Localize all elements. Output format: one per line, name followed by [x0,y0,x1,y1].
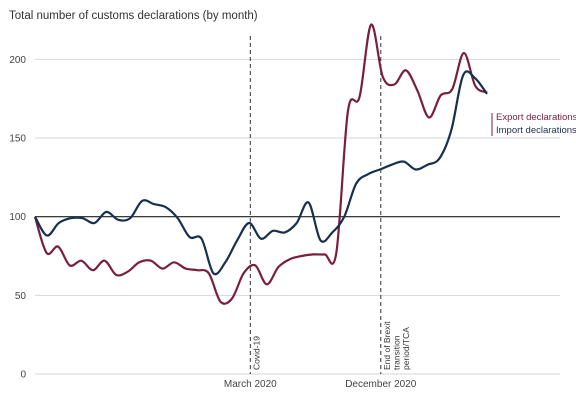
chart-title: Total number of customs declarations (by… [9,10,258,22]
event-label: transition [391,335,401,370]
y-tick-label: 0 [20,370,26,381]
legend-entry: Export declarations [496,112,576,123]
y-tick-label: 150 [9,134,26,145]
y-tick-label: 100 [9,212,26,223]
legend: Export declarations Import declarations [491,112,576,136]
event-label: Covid-19 [251,336,261,370]
x-tick-label: March 2020 [224,379,277,390]
event-label: End of Brexit [382,321,392,370]
x-axis: March 2020 December 2020 [224,379,417,390]
grid [35,58,560,375]
series-lines [33,23,488,305]
y-tick-label: 200 [9,55,26,66]
export-declarations-line [33,23,488,305]
y-tick-label: 50 [15,291,27,302]
event-label: period/TCA [401,327,411,370]
import-declarations-line [34,70,488,276]
y-axis: 0 50 100 150 200 [9,55,26,381]
x-tick-label: December 2020 [345,379,417,390]
event-markers: Covid-19 End of Brexit transition period/TC… [249,36,411,374]
legend-entry: Import declarations [496,125,576,136]
